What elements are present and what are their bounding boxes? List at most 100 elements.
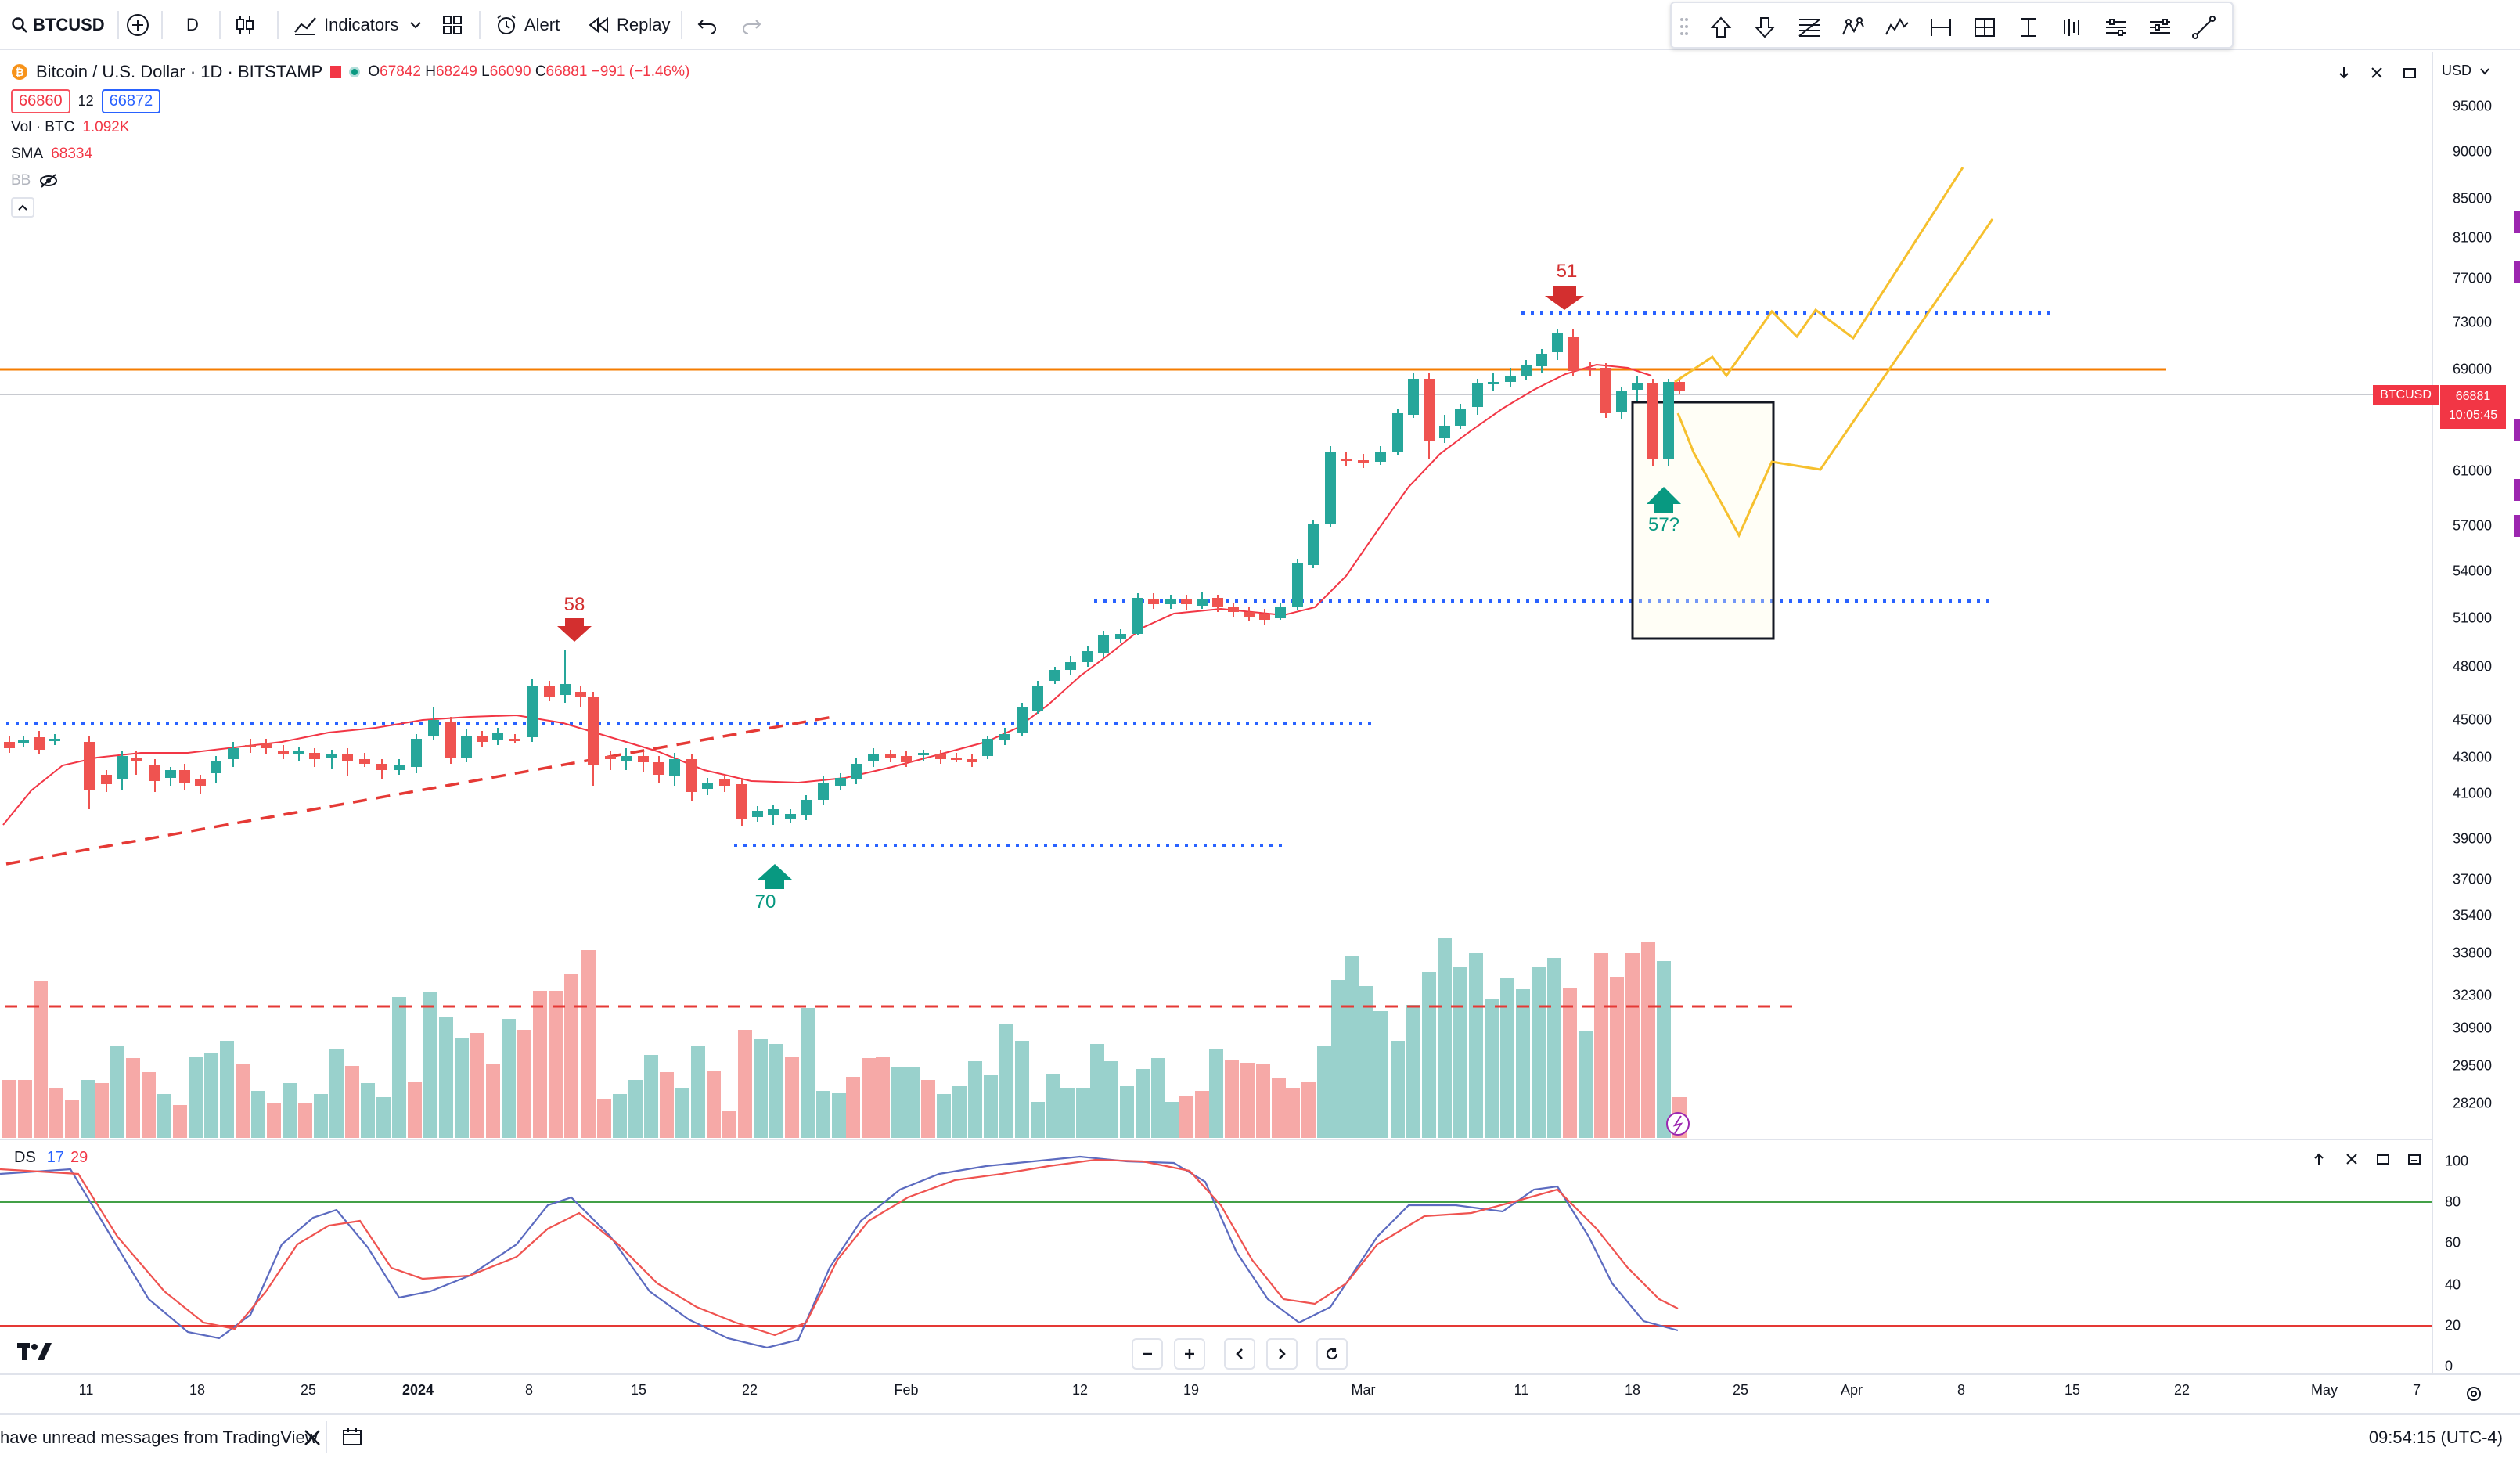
candle-body[interactable] — [309, 753, 320, 759]
calendar-range-icon[interactable] — [341, 1426, 363, 1448]
candle-body[interactable] — [4, 742, 15, 748]
candle-body[interactable] — [1488, 382, 1499, 384]
oscillator-fast-line[interactable] — [0, 1155, 1679, 1349]
alert-marker[interactable] — [2514, 261, 2520, 283]
candle-body[interactable] — [752, 811, 763, 817]
alert-marker[interactable] — [2514, 211, 2520, 233]
candle-body[interactable] — [621, 756, 632, 761]
candle-body[interactable] — [967, 759, 977, 762]
close-pane-button[interactable] — [2340, 1147, 2363, 1171]
candle-body[interactable] — [1568, 337, 1579, 371]
candle-body[interactable] — [851, 764, 862, 779]
candle-body[interactable] — [999, 734, 1010, 740]
candle-body[interactable] — [1521, 365, 1532, 376]
candle-body[interactable] — [509, 739, 520, 741]
candle-body[interactable] — [1375, 452, 1386, 462]
candle-body[interactable] — [1115, 634, 1126, 639]
candle-body[interactable] — [1341, 459, 1352, 461]
zoom-out-button[interactable] — [1132, 1338, 1163, 1370]
candle-body[interactable] — [445, 722, 456, 758]
alert-marker[interactable] — [2514, 515, 2520, 537]
volume-label[interactable]: Vol · BTC — [11, 119, 75, 135]
eye-hidden-icon[interactable] — [38, 173, 59, 189]
oscillator-slow-line[interactable] — [0, 1158, 1679, 1337]
candle-body[interactable] — [1197, 599, 1208, 606]
flag-icon[interactable] — [330, 66, 342, 78]
candle-body[interactable] — [394, 765, 405, 770]
candle-body[interactable] — [1600, 368, 1611, 413]
move-pane-up-button[interactable] — [2307, 1147, 2331, 1171]
candle-body[interactable] — [1424, 379, 1435, 441]
price-axis[interactable]: USD 95000 90000 85000 81000 77000 73000 69000 6… — [2339, 52, 2520, 1139]
bb-label[interactable]: BB — [11, 172, 31, 189]
candle-body[interactable] — [918, 753, 929, 755]
candle-body[interactable] — [1632, 383, 1643, 390]
candle-body[interactable] — [1259, 614, 1270, 620]
candle-body[interactable] — [165, 770, 176, 778]
candle-body[interactable] — [951, 758, 962, 760]
candle-body[interactable] — [1358, 460, 1369, 463]
candle-body[interactable] — [1616, 391, 1627, 412]
candle-body[interactable] — [1674, 382, 1685, 391]
date-range-icon[interactable] — [1928, 16, 1953, 39]
candle-body[interactable] — [228, 748, 239, 759]
candle-body[interactable] — [245, 745, 256, 747]
alert-button[interactable]: Alert — [495, 0, 560, 50]
symbol-search[interactable]: BTCUSD — [11, 0, 105, 50]
time-axis[interactable]: 11 18 25 2024 8 15 22 Feb 12 19 Mar 11 18 25 Apr 8 15 22 M… — [0, 1374, 2520, 1410]
candle-body[interactable] — [560, 684, 571, 695]
settings-gear-icon[interactable] — [2464, 1384, 2484, 1404]
notification-message[interactable]: have unread messages from TradingView — [0, 1427, 318, 1447]
close-icon[interactable] — [302, 1427, 322, 1448]
candle-body[interactable] — [101, 775, 112, 784]
candle-body[interactable] — [428, 720, 439, 736]
candle-body[interactable] — [527, 686, 538, 737]
candle-body[interactable] — [1536, 354, 1547, 366]
candle-body[interactable] — [195, 779, 206, 786]
maximize-pane-button[interactable] — [2365, 61, 2389, 85]
candle-body[interactable] — [261, 743, 272, 748]
candle-body[interactable] — [1032, 686, 1043, 711]
candle-body[interactable] — [1392, 413, 1403, 452]
candle-body[interactable] — [982, 739, 993, 756]
candle-body[interactable] — [1165, 599, 1176, 604]
candle-body[interactable] — [1585, 368, 1596, 370]
candle-body[interactable] — [1017, 707, 1028, 733]
candle-body[interactable] — [278, 751, 289, 754]
candle-body[interactable] — [702, 783, 713, 789]
restore-pane-button[interactable] — [2398, 61, 2421, 85]
candle-body[interactable] — [935, 754, 946, 759]
sma-line[interactable] — [2, 363, 1652, 826]
candle-body[interactable] — [1472, 383, 1483, 407]
candle-body[interactable] — [1181, 599, 1192, 604]
replay-button[interactable]: Replay — [587, 0, 670, 50]
candle-body[interactable] — [179, 770, 190, 783]
candle-body[interactable] — [1098, 635, 1109, 653]
candle-body[interactable] — [575, 692, 586, 697]
layouts-button[interactable] — [441, 0, 463, 50]
scroll-right-button[interactable] — [1266, 1338, 1298, 1370]
tradingview-logo[interactable] — [17, 1341, 55, 1362]
candle-body[interactable] — [1292, 563, 1303, 607]
candle-body[interactable] — [544, 686, 555, 697]
candle-body[interactable] — [1439, 426, 1450, 438]
candle-body[interactable] — [359, 759, 370, 764]
candle-body[interactable] — [1212, 598, 1223, 607]
candle-body[interactable] — [901, 756, 912, 762]
candle-body[interactable] — [1132, 598, 1143, 634]
alert-marker[interactable] — [2514, 479, 2520, 501]
candle-body[interactable] — [835, 778, 846, 786]
candle-body[interactable] — [117, 756, 128, 779]
candle-body[interactable] — [1049, 670, 1060, 681]
candle-body[interactable] — [885, 754, 896, 758]
candle-body[interactable] — [801, 800, 812, 815]
sma-label[interactable]: SMA — [11, 146, 44, 162]
sell-price-button[interactable]: 66860 — [11, 88, 70, 113]
oscillator-name[interactable]: DS — [14, 1149, 36, 1166]
candle-body[interactable] — [1275, 607, 1286, 618]
candle-body[interactable] — [326, 754, 337, 758]
candle-body[interactable] — [686, 759, 697, 792]
zoom-in-button[interactable] — [1174, 1338, 1205, 1370]
indicators-button[interactable]: Indicators — [293, 0, 398, 50]
